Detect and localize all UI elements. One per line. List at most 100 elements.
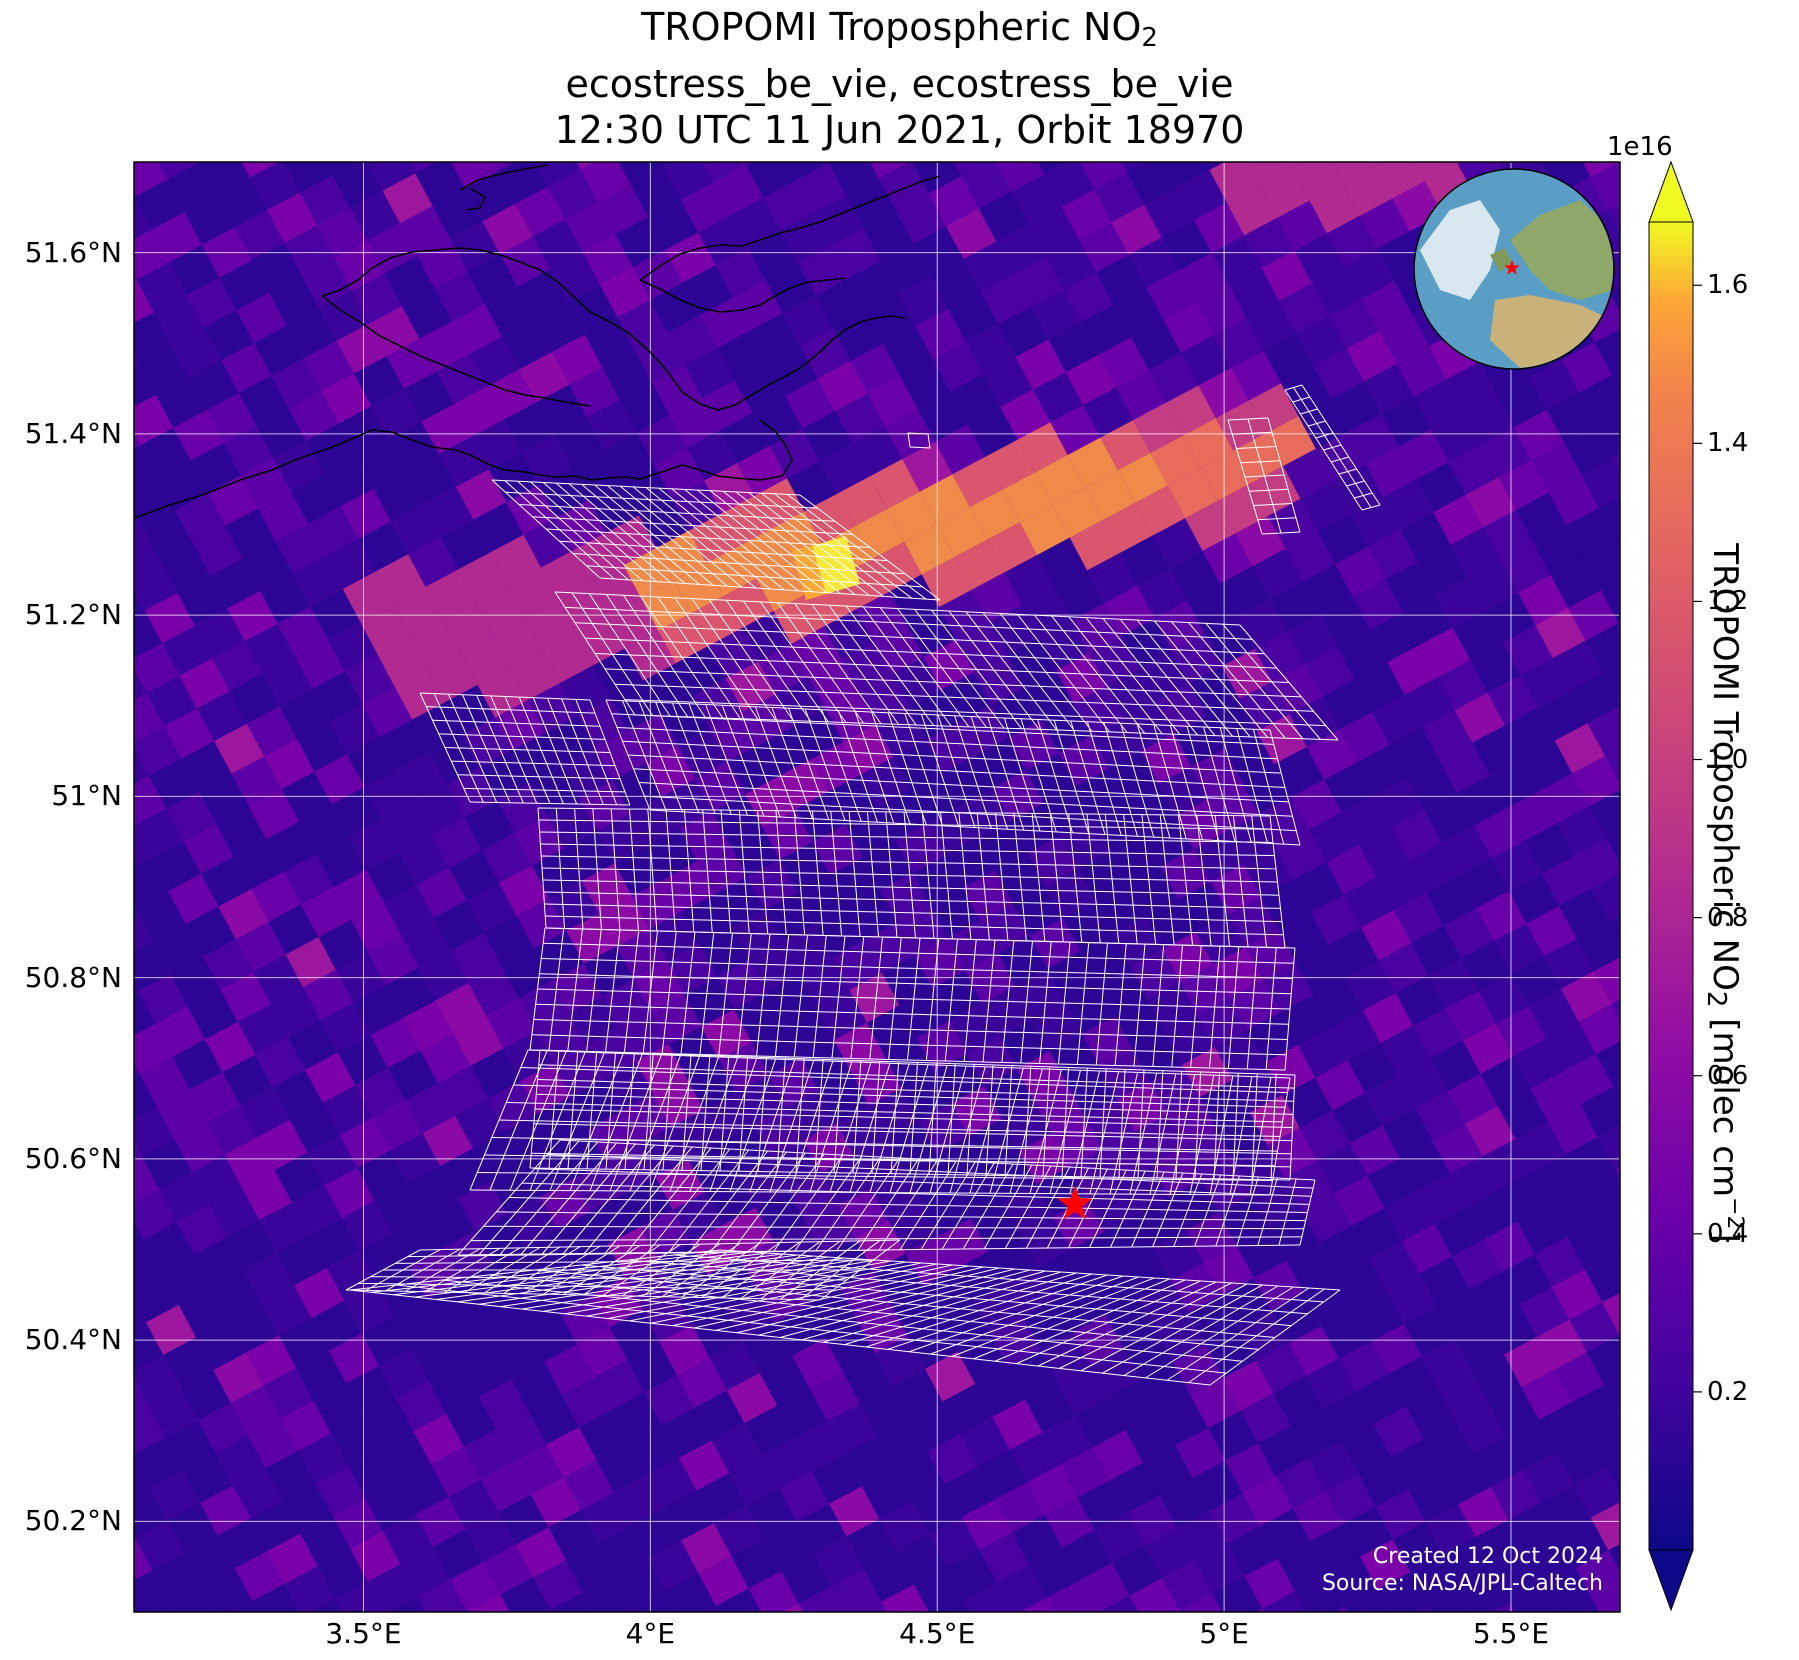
no2-pixel bbox=[510, 650, 561, 701]
no2-pixel bbox=[450, 1562, 501, 1612]
no2-pixel bbox=[1520, 657, 1571, 709]
no2-pixel bbox=[1413, 1008, 1464, 1059]
no2-pixel bbox=[1369, 1241, 1420, 1292]
no2-pixel bbox=[1313, 348, 1364, 399]
no2-pixel bbox=[164, 708, 215, 759]
no2-pixel bbox=[1458, 858, 1509, 909]
no2-pixel bbox=[136, 262, 187, 313]
no2-pixel bbox=[1289, 696, 1340, 747]
no2-pixel bbox=[511, 1361, 562, 1412]
no2-pixel bbox=[1414, 162, 1458, 182]
no2-pixel bbox=[399, 206, 450, 257]
no2-pixel bbox=[660, 696, 711, 747]
no2-pixel bbox=[975, 737, 1026, 788]
no2-pixel bbox=[1471, 1354, 1522, 1405]
no2-pixel bbox=[298, 804, 350, 855]
ecostress-footprints bbox=[345, 384, 1381, 1386]
no2-pixel bbox=[1508, 1502, 1559, 1553]
footprint-line bbox=[544, 903, 1283, 923]
no2-pixel bbox=[339, 1117, 390, 1168]
no2-pixel bbox=[715, 1588, 762, 1612]
no2-pixel bbox=[205, 1021, 256, 1072]
no2-pixel bbox=[1377, 1571, 1428, 1612]
lon-tick-label: 4°E bbox=[625, 1617, 676, 1650]
no2-pixel bbox=[1083, 387, 1134, 438]
no2-pixel bbox=[1481, 427, 1532, 478]
no2-pixel bbox=[250, 1500, 301, 1551]
no2-pixel bbox=[375, 554, 426, 605]
no2-pixel bbox=[1579, 375, 1620, 426]
no2-pixel bbox=[813, 195, 864, 246]
no2-pixel bbox=[193, 1237, 244, 1288]
no2-pixel bbox=[894, 111, 944, 161]
no2-pixel bbox=[648, 1540, 699, 1591]
no2-pixel bbox=[992, 1399, 1043, 1450]
no2-pixel bbox=[1510, 1585, 1558, 1612]
no2-pixel bbox=[373, 471, 424, 522]
no2-pixel bbox=[213, 1352, 264, 1403]
no2-pixel bbox=[1091, 718, 1142, 769]
no2-pixel bbox=[552, 334, 603, 385]
no2-pixel bbox=[170, 956, 221, 1007]
no2-pixel bbox=[358, 521, 409, 572]
no2-pixel bbox=[878, 162, 929, 211]
footprint-line bbox=[599, 577, 941, 601]
no2-pixel bbox=[494, 1329, 545, 1380]
no2-pixel bbox=[504, 402, 555, 453]
no2-pixel bbox=[1530, 1071, 1581, 1122]
no2-pixel bbox=[283, 854, 334, 905]
footprint-line bbox=[505, 491, 818, 509]
no2-pixel bbox=[286, 308, 337, 359]
no2-pixel bbox=[160, 543, 211, 594]
no2-pixel bbox=[315, 1466, 366, 1517]
footprint-line bbox=[370, 1276, 847, 1281]
no2-pixel bbox=[1571, 1600, 1600, 1612]
no2-pixel bbox=[1319, 596, 1371, 647]
no2-pixel bbox=[1252, 548, 1303, 599]
no2-pixel bbox=[519, 351, 570, 403]
footprint-line bbox=[498, 1119, 1281, 1137]
no2-pixel bbox=[705, 1174, 756, 1225]
title-line-2: ecostress_be_vie, ecostress_be_vie bbox=[565, 62, 1234, 106]
no2-pixel bbox=[1549, 1186, 1600, 1237]
no2-pixel bbox=[499, 236, 550, 287]
colorbar-exponent: 1e16 bbox=[1607, 132, 1673, 162]
no2-pixel bbox=[1114, 999, 1165, 1050]
footprint-line bbox=[719, 1249, 1341, 1291]
no2-pixel bbox=[1244, 1558, 1295, 1609]
no2-pixel bbox=[994, 1482, 1045, 1533]
no2-pixel bbox=[466, 882, 517, 934]
no2-pixel bbox=[327, 621, 378, 672]
no2-pixel bbox=[547, 798, 598, 849]
no2-pixel bbox=[1011, 174, 1062, 225]
coastline-inlet bbox=[639, 277, 847, 313]
no2-pixel bbox=[1421, 1339, 1472, 1390]
no2-pixel bbox=[1207, 1410, 1259, 1461]
no2-pixel bbox=[1552, 640, 1603, 691]
no2-pixel bbox=[134, 362, 156, 407]
no2-pixel bbox=[1030, 289, 1081, 340]
no2-pixel bbox=[1094, 172, 1145, 223]
no2-pixel bbox=[244, 623, 295, 674]
no2-pixel bbox=[1572, 755, 1620, 807]
no2-pixel bbox=[1286, 1243, 1337, 1294]
no2-pixel bbox=[398, 1464, 449, 1515]
no2-pixel bbox=[134, 279, 154, 323]
no2-pixel bbox=[243, 1252, 295, 1303]
no2-pixel bbox=[1071, 1231, 1122, 1283]
no2-pixel bbox=[1109, 1462, 1160, 1513]
no2-pixel bbox=[1162, 1560, 1213, 1611]
no2-pixel bbox=[1106, 668, 1157, 719]
no2-pixel bbox=[1390, 98, 1440, 148]
no2-pixel bbox=[1243, 846, 1294, 898]
no2-pixel bbox=[1468, 559, 1519, 611]
no2-pixel bbox=[1006, 637, 1057, 688]
no2-pixel bbox=[603, 1061, 654, 1112]
no2-pixel bbox=[513, 104, 563, 154]
no2-pixel bbox=[1488, 1387, 1539, 1438]
no2-pixel bbox=[1121, 162, 1146, 173]
no2-pixel bbox=[730, 197, 781, 248]
no2-pixel bbox=[1293, 862, 1344, 913]
no2-pixel bbox=[1588, 1418, 1620, 1468]
no2-pixel bbox=[87, 1588, 137, 1638]
